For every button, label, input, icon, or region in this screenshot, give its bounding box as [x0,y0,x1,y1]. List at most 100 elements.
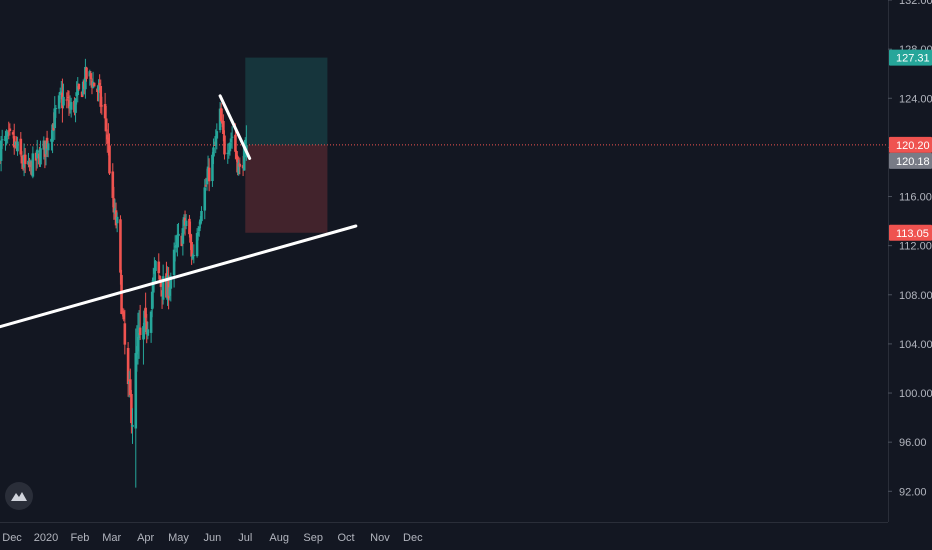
y-tick-label: 92.00 [899,486,927,498]
candle-body [161,276,165,300]
candle-body [181,228,185,244]
candle-body [62,96,65,106]
candle-body [98,82,101,86]
candle-body [5,138,8,140]
candle-body [111,171,115,198]
x-tick-label: Aug [269,532,289,544]
candle-body [153,268,156,274]
candle-body [51,124,54,142]
candle-body [237,162,241,175]
x-tick-label: Oct [337,532,354,544]
candle-body [211,154,214,182]
candle-body [176,235,179,248]
price-badge-label: 120.18 [896,156,930,168]
candle-body [19,138,23,155]
y-tick-label: 104.00 [899,339,932,351]
candle-body [74,98,77,113]
candle-body [150,291,154,310]
candle-body [227,150,231,154]
candle-body [149,311,153,333]
tradingview-logo-icon[interactable] [5,482,33,510]
candle-body [238,163,242,167]
candle-body [104,118,108,132]
candle-body [80,91,84,98]
candle-body [120,275,123,314]
candle-body [189,233,192,243]
candle-body [190,242,193,257]
x-tick-label: Jun [204,532,222,544]
trendline-resistance [218,94,252,160]
candle-body [46,143,50,151]
candle-body [196,231,200,236]
candle-body [12,135,16,148]
price-badge: 127.31 [889,49,932,66]
candle-body [235,151,238,159]
candle-body [177,233,180,236]
candle-body [144,307,147,318]
candle-body [89,73,93,80]
candle-body [103,103,107,119]
candle-body [16,141,19,152]
y-tick-label: 124.00 [899,93,932,105]
candle-body [67,100,71,109]
candle-body [45,137,49,149]
y-tick-label: 96.00 [899,437,927,449]
candle-body [229,138,233,143]
candle-body [154,261,157,271]
candle-body [57,95,61,109]
candle-body [39,148,42,165]
candle-body [54,108,58,110]
candle-body [53,108,57,129]
candle-body [6,131,9,137]
candle-body [222,120,225,134]
x-tick-label: Jul [238,532,252,544]
candle-body [136,337,140,352]
trendline-support [0,224,358,329]
candle-body [77,83,81,90]
candle-body [169,276,173,289]
candle-body [129,379,132,396]
x-tick-label: May [168,532,189,544]
candle-body [97,84,100,91]
candle-body [119,219,122,273]
x-tick-label: Apr [137,532,154,544]
y-tick-label: 108.00 [899,290,932,302]
candle-body [122,311,126,320]
x-tick-label: Dec [403,532,423,544]
candle-body [106,134,109,140]
price-badge-bg [889,152,932,169]
candle-body [199,219,202,225]
price-badge-bg [889,224,932,241]
candle-body [138,327,142,335]
candle-body [85,67,88,79]
candle-body [184,220,188,227]
price-badge-label: 127.31 [896,53,930,65]
candle-body [8,128,12,132]
price-badge: 120.18 [889,152,932,169]
candle-body [0,140,3,161]
x-tick-label: Feb [70,532,89,544]
candle-body [197,226,201,232]
candle-body [20,155,24,164]
candle-body [31,153,35,177]
price-badge-label: 113.05 [896,228,929,240]
candle-body [115,216,119,224]
candle-body [158,276,162,281]
candle-body [7,130,11,132]
candle-body [131,424,134,427]
candle-body [191,256,195,259]
candle-body [152,277,155,293]
candle-body [134,353,138,429]
candle-body [195,233,199,257]
candle-body [123,323,127,345]
candle-body [100,105,104,107]
candle-body [4,135,7,142]
price-badge: 120.20 [889,136,932,153]
candle-body [172,249,176,276]
target-zone [245,57,328,145]
candle-body [203,187,207,211]
candle-body [157,261,161,274]
